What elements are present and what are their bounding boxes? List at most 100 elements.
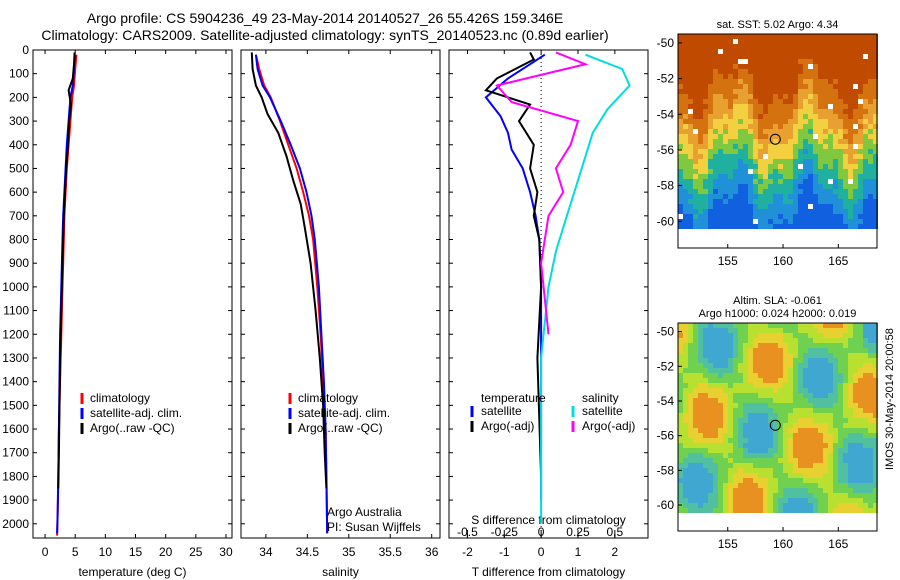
map-cell — [733, 398, 738, 403]
map-cell — [728, 508, 733, 513]
map-cell — [713, 328, 718, 333]
map-cell — [698, 169, 703, 174]
map-cell — [758, 468, 763, 473]
map-cell — [803, 343, 808, 348]
map-cell — [808, 129, 813, 134]
map-cell — [838, 114, 843, 119]
map-cell — [788, 378, 793, 383]
map-cell — [853, 74, 858, 79]
map-cell — [778, 433, 783, 438]
map-cell — [708, 154, 713, 159]
map-cell — [688, 423, 693, 428]
map-cell — [838, 468, 843, 473]
map-cell — [778, 443, 783, 448]
map-cell — [758, 204, 763, 209]
map-cell — [773, 383, 778, 388]
map-cell — [858, 59, 863, 64]
map-cell — [748, 224, 753, 229]
map-cell — [733, 328, 738, 333]
map-cell — [803, 114, 808, 119]
map-cell — [868, 338, 873, 343]
map-cell — [863, 214, 868, 219]
map-cell — [848, 403, 853, 408]
map-cell — [678, 413, 683, 418]
map-cell — [718, 473, 723, 478]
map-cell — [853, 473, 858, 478]
map-cell — [838, 493, 843, 498]
s-tick-label: 0.25 — [566, 525, 590, 539]
map-cell — [793, 219, 798, 224]
map-cell — [748, 84, 753, 89]
map-cell — [843, 149, 848, 154]
map-cell — [708, 219, 713, 224]
x-axis-label: T difference from climatology — [472, 565, 626, 579]
map-cell — [848, 358, 853, 363]
map-cell — [803, 64, 808, 69]
map-cell — [758, 403, 763, 408]
map-cell — [678, 124, 683, 129]
map-cell — [713, 69, 718, 74]
map-cell — [743, 383, 748, 388]
map-cell — [768, 353, 773, 358]
map-cell — [703, 413, 708, 418]
map-cell — [828, 468, 833, 473]
map-cell — [838, 358, 843, 363]
map-cell — [813, 179, 818, 184]
map-cell — [863, 433, 868, 438]
map-cell — [748, 104, 753, 109]
map-cell — [688, 94, 693, 99]
series-group — [56, 52, 78, 536]
map-cell — [818, 74, 823, 79]
map-cell — [808, 498, 813, 503]
map-cell — [748, 398, 753, 403]
map-cell — [783, 214, 788, 219]
map-cell — [723, 488, 728, 493]
map-cell — [848, 34, 853, 39]
map-cell — [848, 54, 853, 59]
map-cell — [858, 363, 863, 368]
map-cell — [683, 338, 688, 343]
map-cell — [783, 468, 788, 473]
map-cell — [698, 418, 703, 423]
map-cell — [803, 488, 808, 493]
map-cell — [798, 189, 803, 194]
map-cell — [723, 189, 728, 194]
profile-marker — [769, 419, 781, 431]
map-cell — [693, 54, 698, 59]
map-cell — [798, 39, 803, 44]
map-cell — [688, 189, 693, 194]
map-cell — [868, 94, 873, 99]
map-cell — [823, 59, 828, 64]
map-cell — [683, 69, 688, 74]
map-cell — [728, 393, 733, 398]
map-cell — [863, 483, 868, 488]
map-cell — [718, 214, 723, 219]
map-cell — [758, 433, 763, 438]
map-cell — [708, 224, 713, 229]
map-cell — [813, 74, 818, 79]
map-cell — [733, 159, 738, 164]
map-cell — [798, 493, 803, 498]
map-cell — [733, 458, 738, 463]
map-cell — [838, 199, 843, 204]
map-cell — [848, 39, 853, 44]
map-cell — [748, 493, 753, 498]
map-cell — [723, 194, 728, 199]
map-cell — [803, 328, 808, 333]
map-cell — [703, 433, 708, 438]
map-cell — [708, 94, 713, 99]
map-cell — [858, 438, 863, 443]
map-cell — [773, 393, 778, 398]
map-cell — [693, 49, 698, 54]
map-cell — [708, 194, 713, 199]
map-cell — [768, 134, 773, 139]
map-cell — [733, 393, 738, 398]
map-cell — [683, 189, 688, 194]
map-cell — [723, 343, 728, 348]
map-cell — [763, 129, 768, 134]
map-cell — [718, 104, 723, 109]
map-cell — [688, 333, 693, 338]
map-cell — [873, 84, 878, 89]
map-cell — [708, 468, 713, 473]
map-cell — [803, 59, 808, 64]
